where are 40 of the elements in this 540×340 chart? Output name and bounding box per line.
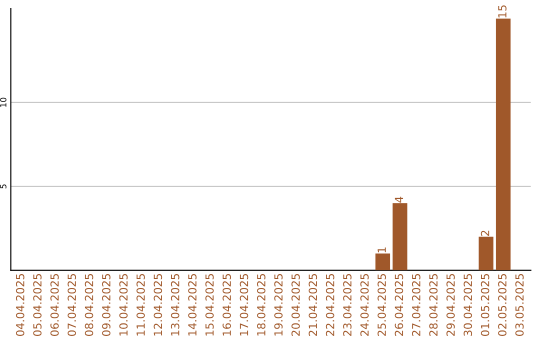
x-tick-label: 03.05.2025 xyxy=(515,274,524,336)
x-tick-label: 22.04.2025 xyxy=(326,274,334,336)
x-tick-label: 09.04.2025 xyxy=(102,274,110,336)
x-tick-label: 07.04.2025 xyxy=(68,274,76,336)
y-tick-label: 5 xyxy=(0,184,6,188)
x-tick-label: 01.05.2025 xyxy=(480,274,490,336)
x-tick-label: 10.04.2025 xyxy=(119,274,128,336)
bar xyxy=(375,254,390,270)
data-label: 1 xyxy=(378,247,386,252)
bar xyxy=(478,236,494,270)
x-tick-label: 19.04.2025 xyxy=(274,274,283,336)
x-tick-label: 25.04.2025 xyxy=(378,274,386,336)
bar xyxy=(496,18,511,270)
x-tick-label: 05.04.2025 xyxy=(33,274,42,336)
x-tick-label: 15.04.2025 xyxy=(205,274,214,336)
x-tick-label: 24.04.2025 xyxy=(360,274,369,336)
x-tick-label: 26.04.2025 xyxy=(394,274,404,336)
x-tick-label: 28.04.2025 xyxy=(429,274,438,336)
data-label: 15 xyxy=(498,5,506,18)
x-tick-label: 18.04.2025 xyxy=(257,274,266,336)
x-tick-label: 29.04.2025 xyxy=(446,274,455,336)
x-tick-label: 06.04.2025 xyxy=(50,274,59,336)
data-label: 2 xyxy=(480,230,490,236)
x-tick-label: 30.04.2025 xyxy=(464,274,472,336)
x-tick-label: 02.05.2025 xyxy=(498,274,506,336)
x-tick-label: 12.04.2025 xyxy=(154,274,162,336)
x-tick-label: 17.04.2025 xyxy=(240,274,248,336)
x-tick-label: 16.04.2025 xyxy=(222,274,231,336)
x-tick-label: 20.04.2025 xyxy=(291,274,300,336)
bar xyxy=(392,203,408,270)
x-tick-label: 13.04.2025 xyxy=(170,274,180,336)
x-tick-label: 27.04.2025 xyxy=(412,274,420,336)
data-label: 4 xyxy=(394,196,404,203)
x-tick-label: 11.04.2025 xyxy=(136,274,145,336)
x-tick-label: 23.04.2025 xyxy=(343,274,352,336)
x-tick-label: 14.04.2025 xyxy=(188,274,197,336)
x-tick-label: 04.04.2025 xyxy=(16,274,24,336)
y-tick-label: 10 xyxy=(0,98,6,107)
x-tick-label: 08.04.2025 xyxy=(84,274,94,336)
x-tick-label: 21.04.2025 xyxy=(308,274,318,336)
